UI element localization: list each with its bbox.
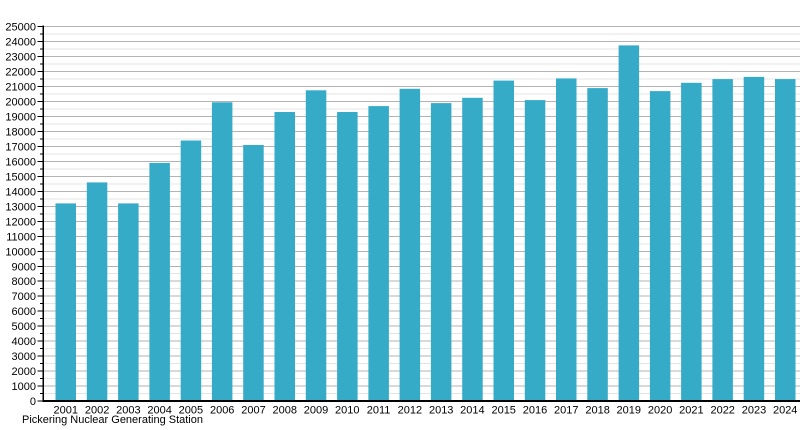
bar-2018 — [587, 88, 608, 401]
y-tick-label: 25000 — [5, 22, 36, 34]
y-tick-label: 12000 — [5, 216, 36, 228]
y-tick-label: 3000 — [12, 351, 36, 363]
bar-2013 — [430, 103, 452, 401]
x-tick-label: 2020 — [648, 405, 672, 417]
x-tick-label: 2002 — [85, 405, 109, 417]
y-tick-label: 5000 — [12, 321, 36, 333]
y-tick-label: 4000 — [12, 336, 36, 348]
y-tick-label: 23000 — [5, 52, 36, 64]
x-tick-label: 2003 — [116, 405, 140, 417]
bar-2009 — [305, 90, 327, 402]
x-tick-label: 2010 — [335, 405, 359, 417]
y-tick-label: 7000 — [12, 291, 36, 303]
bar-2002 — [86, 182, 108, 401]
bar-2006 — [211, 102, 233, 402]
bar-2015 — [493, 80, 514, 401]
x-tick-label: 2021 — [679, 405, 703, 417]
y-tick-label: 20000 — [5, 97, 36, 109]
x-tick-label: 2004 — [147, 405, 171, 417]
x-tick-label: 2018 — [585, 405, 609, 417]
x-tick-label: 2014 — [460, 405, 484, 417]
bar-2001 — [55, 203, 76, 401]
x-tick-label: 2001 — [54, 405, 78, 417]
y-tick-label: 8000 — [12, 276, 36, 288]
y-tick-label: 11000 — [6, 231, 36, 243]
y-axis-labels: 0 1000 2000 3000 4000 5000 6000 7000 8000 9000 100… — [5, 22, 36, 408]
x-tick-label: 2024 — [773, 405, 797, 417]
x-tick-label: 2015 — [491, 405, 515, 417]
x-tick-label: 2005 — [179, 405, 203, 417]
y-tick-label: 22000 — [5, 67, 36, 79]
bar-2017 — [556, 78, 577, 402]
bar-2008 — [274, 112, 295, 401]
bar-2007 — [243, 145, 264, 401]
bar-2023 — [743, 76, 765, 402]
y-tick-label: 6000 — [12, 306, 36, 318]
bar-2014 — [462, 97, 483, 402]
bar-2021 — [681, 82, 702, 402]
y-tick-label: 24000 — [5, 37, 36, 49]
bars — [55, 45, 796, 402]
bar-2016 — [524, 100, 546, 401]
chart-caption: Pickering Nuclear Generating Station — [22, 414, 203, 426]
x-tick-label: 2022 — [710, 405, 734, 417]
bar-2010 — [337, 112, 358, 401]
y-tick-label: 19000 — [5, 112, 36, 124]
y-tick-label: 15000 — [5, 171, 36, 183]
y-tick-label: 10000 — [5, 246, 36, 258]
bar-2024 — [775, 79, 796, 401]
x-tick-label: 2008 — [273, 405, 297, 417]
bar-2011 — [368, 106, 389, 401]
y-tick-label: 0 — [30, 396, 36, 408]
x-tick-label: 2017 — [554, 405, 578, 417]
x-tick-label: 2009 — [304, 405, 328, 417]
y-tick-label: 18000 — [5, 127, 36, 139]
y-tick-label: 13000 — [5, 201, 36, 213]
x-axis-labels: 2001 2002 2003 2004 2005 2006 2007 2008 2009 2010… — [54, 405, 798, 417]
y-axis-ticks — [37, 26, 43, 402]
x-tick-label: 2007 — [241, 405, 265, 417]
x-tick-label: 2016 — [523, 405, 547, 417]
bar-2022 — [712, 79, 733, 401]
x-tick-label: 2013 — [429, 405, 453, 417]
x-tick-label: 2012 — [398, 405, 422, 417]
y-tick-label: 9000 — [12, 261, 36, 273]
y-tick-label: 2000 — [12, 366, 36, 378]
bar-2019 — [618, 45, 640, 402]
x-tick-label: 2019 — [617, 405, 641, 417]
y-tick-label: 1000 — [12, 381, 36, 393]
x-tick-label: 2011 — [367, 405, 391, 417]
x-tick-label: 2023 — [742, 405, 766, 417]
bar-2005 — [180, 140, 202, 401]
y-tick-label: 21000 — [5, 82, 36, 94]
bar-2020 — [649, 91, 671, 401]
bar-2004 — [149, 162, 170, 401]
y-tick-label: 14000 — [5, 186, 36, 198]
y-tick-label: 17000 — [5, 141, 36, 153]
bar-2012 — [399, 88, 421, 402]
bar-2003 — [118, 203, 139, 401]
x-tick-label: 2006 — [210, 405, 234, 417]
y-tick-label: 16000 — [5, 156, 36, 168]
